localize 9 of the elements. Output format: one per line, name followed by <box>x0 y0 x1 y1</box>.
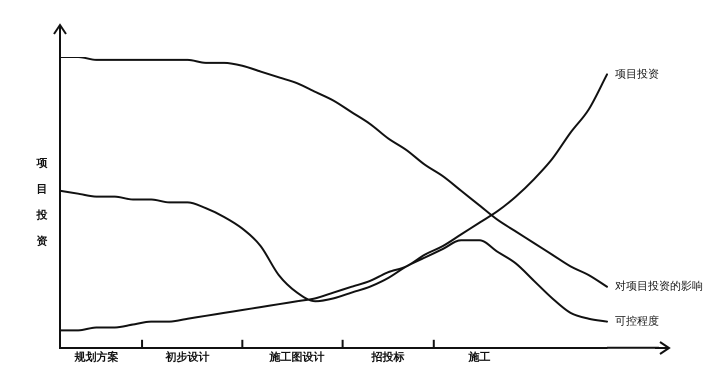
x-tick-label: 招投标 <box>370 350 405 364</box>
x-tick-label: 初步设计 <box>164 350 210 364</box>
x-tick-label: 施工图设计 <box>268 350 325 364</box>
x-tick-label: 规划方案 <box>73 350 118 364</box>
y-axis-title: 项目投资 <box>36 156 48 248</box>
series-label: 对项目投资的影响 <box>615 280 703 293</box>
x-tick-label: 施工 <box>467 350 490 364</box>
series-label: 项目投资 <box>615 67 659 80</box>
series-label: 可控程度 <box>615 314 659 328</box>
